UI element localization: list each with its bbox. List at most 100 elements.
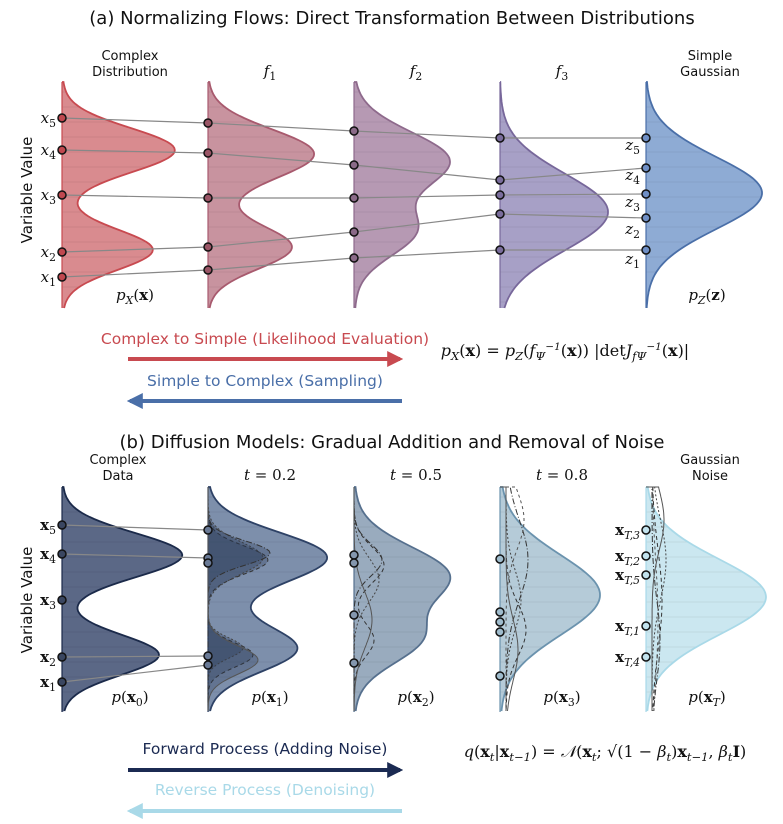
mapping-line [61,117,209,124]
sample-point [641,245,651,255]
point-label-part: 5 [49,117,56,130]
noise-trajectory [646,486,659,712]
forward-process-formula-part: β [656,742,666,761]
sample-point [203,265,213,275]
column-header-part: f [263,62,272,80]
change-of-variables-formula-part: )| [678,341,690,360]
column-header-part: = 0.2 [250,466,296,484]
sample-point [495,607,505,617]
dist-label-part: x [559,688,569,706]
column-header-part: 3 [561,70,568,83]
point-label-part: T,5 [624,574,640,587]
sample-point [349,193,359,203]
flow-column-2-fill [354,82,450,308]
point-label-part: 3 [49,194,56,207]
sample-point [349,227,359,237]
point-label-part: 3 [633,201,640,214]
dist-label-part: 0 [136,696,143,709]
sample-point [57,652,67,662]
point-label-part: x [40,673,50,691]
mapping-line [207,231,355,248]
noise-trajectory [646,486,665,711]
diffusion-column-2-fill [354,487,451,712]
dist-label-part: T [713,696,721,709]
sample-point [203,242,213,252]
dist-label-part: Z [697,294,706,307]
point-label: x3 [41,186,56,207]
noise-trajectory [500,486,527,711]
forward-process-formula-part: t [666,750,671,764]
dist-label: p(x1) [251,688,288,709]
dist-label-part: 1 [276,696,283,709]
forward-process-formula-part: ) = [531,742,561,761]
dist-label-part: x [704,688,714,706]
change-of-variables-formula-part: ( [561,341,567,360]
dist-label-part: ) [143,688,149,706]
point-label-part: 2 [49,656,56,669]
forward-process-formula-part: q [464,742,474,761]
mapping-line [353,194,501,199]
diffusion-column-4-fill [646,487,766,712]
point-label-part: 1 [633,258,640,271]
noise-trajectory [646,486,661,712]
mapping-line [61,655,209,658]
forward-process-formula-part: , [709,742,719,761]
point-label-part: x [615,521,625,539]
noise-trajectory [500,486,519,712]
dist-label-part: ) [720,688,726,706]
mapping-line [353,164,501,181]
panel-a-y-axis-label: Variable Value [18,137,36,244]
sample-point [57,247,67,257]
sample-point [57,190,67,200]
mapping-line [61,553,209,559]
change-of-variables-formula-part: ( [523,341,529,360]
dist-label-part: ( [705,286,711,304]
panel-a-normalizing-flows: (a) Normalizing Flows: Direct Transforma… [18,8,763,409]
column-header-part: t [244,466,251,484]
forward-process-formula-part: x [480,742,490,761]
point-label-part: z [624,250,633,268]
point-label: z1 [624,250,640,271]
sample-point [57,272,67,282]
point-label: xT,4 [615,648,640,669]
point-label-part: T,3 [624,529,640,542]
column-header: t = 0.5 [390,466,442,484]
forward-process-formula-part: t [490,750,495,764]
change-of-variables-formula-part: −1 [545,341,560,353]
diffusion-column-0-fill [62,487,183,712]
point-label-part: 4 [49,149,56,162]
flow-column-1-outline [208,81,316,309]
mapping-line [61,246,209,253]
column-header-part: = 0.5 [396,466,442,484]
mapping-line [207,257,355,271]
dist-label-part: X [125,294,135,307]
point-label: z3 [624,193,640,214]
point-label-part: T,1 [624,625,640,638]
change-of-variables-formula: pX(x) = pZ(fΨ−1(x)) |detJfΨ−1(x)| [441,341,689,363]
point-label-part: T,4 [624,656,640,669]
diffusion-column-3-fill [500,487,600,712]
forward-process-formula-part: x [677,742,687,761]
change-of-variables-formula-part: Z [514,349,524,363]
mapping-line [61,664,209,683]
dist-label-part: x [413,688,423,706]
sample-point [203,651,213,661]
dist-label-part: p [116,286,126,304]
column-header-part: 1 [269,70,276,83]
point-label: xT,2 [615,547,640,568]
column-header-part: t [390,466,397,484]
mapping-line [61,149,209,154]
change-of-variables-formula-part: f [528,341,538,360]
column-header: f1 [263,62,276,83]
change-of-variables-formula-part: )) |det [577,341,627,360]
dist-label-part: p [543,688,553,706]
sample-point [641,163,651,173]
column-header: Simple [688,49,732,64]
flow-column-4 [645,81,763,309]
panel-a-title: (a) Normalizing Flows: Direct Transforma… [89,8,694,29]
dist-label-part: ( [407,688,413,706]
sample-point [57,520,67,530]
sample-point [203,660,213,670]
sample-point [641,133,651,143]
